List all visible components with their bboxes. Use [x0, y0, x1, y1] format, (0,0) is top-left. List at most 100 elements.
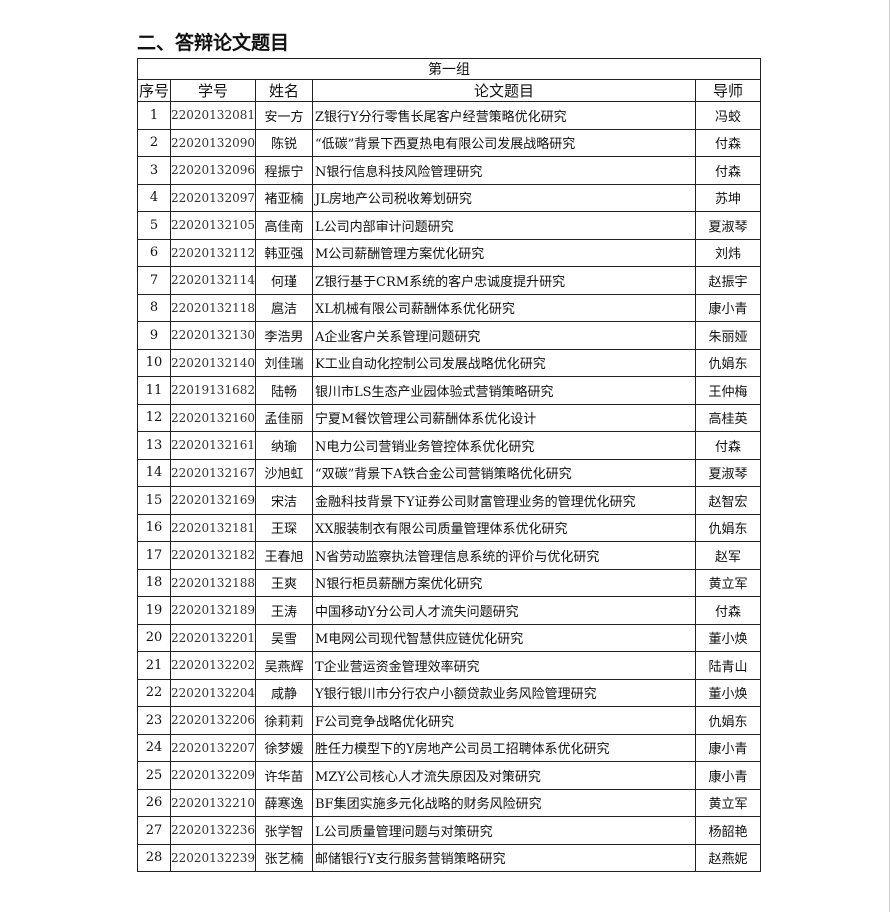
thesis-title: XX服装制衣有限公司质量管理体系优化研究 — [312, 513, 696, 542]
header-index: 序号 — [137, 79, 171, 102]
table-row: 24 22020132207 徐梦媛 胜任力模型下的Y房地产公司员工招聘体系优化研究康… — [137, 733, 762, 762]
thesis-title: “双碳”背景下A铁合金公司营销策略优化研究 — [312, 458, 696, 487]
student-id: 22020132096 — [170, 156, 256, 185]
row-index: 18 — [137, 568, 171, 597]
advisor: 黄立军 — [694, 788, 762, 817]
thesis-title: N省劳动监察执法管理信息系统的评价与优化研究 — [312, 541, 696, 570]
row-index: 25 — [137, 761, 171, 790]
row-index: 23 — [137, 706, 171, 735]
table-row: 19 22020132189 王涛 中国移动Y分公司人才流失问题研究 付森 — [137, 596, 762, 625]
table-row: 8 22020132118 扈洁 XL机械有限公司薪酬体系优化研究 康小青 — [137, 293, 762, 322]
thesis-table: 第一组 序号 学号 姓名 论文题目 导师 1 22020132081 安一方 Z银行Y… — [136, 58, 762, 872]
student-id: 22020132130 — [170, 321, 256, 350]
table-row: 10 22020132140 刘佳瑞 K工业自动化控制公司发展战略优化研究 仇娟东 — [137, 348, 762, 377]
row-index: 17 — [137, 541, 171, 570]
row-index: 3 — [137, 156, 171, 185]
row-index: 5 — [137, 211, 171, 240]
thesis-title: JL房地产公司税收筹划研究 — [312, 183, 696, 212]
student-name: 韩亚强 — [255, 238, 313, 267]
thesis-title: 中国移动Y分公司人才流失问题研究 — [312, 596, 696, 625]
thesis-title: Y银行银川市分行农户小额贷款业务风险管理研究 — [312, 678, 696, 707]
student-id: 22020132236 — [170, 816, 256, 845]
student-id: 22020132182 — [170, 541, 256, 570]
row-index: 13 — [137, 431, 171, 460]
thesis-title: A企业客户关系管理问题研究 — [312, 321, 696, 350]
advisor: 赵智宏 — [694, 486, 762, 515]
row-index: 4 — [137, 183, 171, 212]
student-id: 22020132105 — [170, 211, 256, 240]
thesis-title: N电力公司营销业务管控体系优化研究 — [312, 431, 696, 460]
student-id: 22020132140 — [170, 348, 256, 377]
table-row: 25 22020132209 许华苗 MZY公司核心人才流失原因及对策研究 康小青 — [137, 761, 762, 790]
thesis-title: 邮储银行Y支行服务营销策略研究 — [312, 843, 696, 872]
table-row: 4 22020132097 褚亚楠 JL房地产公司税收筹划研究 苏坤 — [137, 183, 762, 212]
student-name: 吴燕辉 — [255, 651, 313, 680]
table-row: 20 22020132201 吴雪 M电网公司现代智慧供应链优化研究 董小焕 — [137, 623, 762, 652]
student-name: 扈洁 — [255, 293, 313, 322]
advisor: 付森 — [694, 596, 762, 625]
student-id: 22020132160 — [170, 403, 256, 432]
student-id: 22020132097 — [170, 183, 256, 212]
thesis-title: “低碳”背景下西夏热电有限公司发展战略研究 — [312, 128, 696, 157]
student-name: 王春旭 — [255, 541, 313, 570]
thesis-title: BF集团实施多元化战略的财务风险研究 — [312, 788, 696, 817]
group-label: 第一组 — [136, 58, 762, 80]
advisor: 付森 — [694, 128, 762, 157]
row-index: 12 — [137, 403, 171, 432]
table-row: 7 22020132114 何瑾 Z银行基于CRM系统的客户忠诚度提升研究 赵振宇 — [137, 266, 762, 295]
student-id: 22020132202 — [170, 651, 256, 680]
student-id: 22020132204 — [170, 678, 256, 707]
table-row: 12 22020132160 孟佳丽 宁夏M餐饮管理公司薪酬体系优化设计 高桂英 — [137, 403, 762, 432]
thesis-title: M公司薪酬管理方案优化研究 — [312, 238, 696, 267]
row-index: 15 — [137, 486, 171, 515]
thesis-title: 宁夏M餐饮管理公司薪酬体系优化设计 — [312, 403, 696, 432]
thesis-title: N银行信息科技风险管理研究 — [312, 156, 696, 185]
row-index: 20 — [137, 623, 171, 652]
advisor: 黄立军 — [694, 568, 762, 597]
student-name: 孟佳丽 — [255, 403, 313, 432]
student-id: 22020132112 — [170, 238, 256, 267]
row-index: 22 — [137, 678, 171, 707]
row-index: 1 — [137, 101, 171, 130]
student-name: 张学智 — [255, 816, 313, 845]
thesis-title: K工业自动化控制公司发展战略优化研究 — [312, 348, 696, 377]
table-row: 16 22020132181 王琛 XX服装制衣有限公司质量管理体系优化研究 仇娟东 — [137, 513, 762, 542]
student-name: 王琛 — [255, 513, 313, 542]
table-row: 18 22020132188 王爽 N银行柜员薪酬方案优化研究 黄立军 — [137, 568, 762, 597]
row-index: 10 — [137, 348, 171, 377]
student-name: 徐莉莉 — [255, 706, 313, 735]
thesis-title: F公司竞争战略优化研究 — [312, 706, 696, 735]
row-index: 6 — [137, 238, 171, 267]
student-name: 沙旭虹 — [255, 458, 313, 487]
student-id: 22020132181 — [170, 513, 256, 542]
row-index: 19 — [137, 596, 171, 625]
student-name: 薛寒逸 — [255, 788, 313, 817]
student-id: 22020132090 — [170, 128, 256, 157]
student-id: 22020132188 — [170, 568, 256, 597]
advisor: 仇娟东 — [694, 706, 762, 735]
row-index: 28 — [137, 843, 171, 872]
student-name: 纳瑜 — [255, 431, 313, 460]
student-name: 吴雪 — [255, 623, 313, 652]
student-name: 何瑾 — [255, 266, 313, 295]
advisor: 赵燕妮 — [694, 843, 762, 872]
student-id: 22020132081 — [170, 101, 256, 130]
thesis-title: M电网公司现代智慧供应链优化研究 — [312, 623, 696, 652]
table-row: 17 22020132182 王春旭 N省劳动监察执法管理信息系统的评价与优化研究 赵军 — [137, 541, 762, 570]
table-row: 6 22020132112 韩亚强 M公司薪酬管理方案优化研究 刘炜 — [137, 238, 762, 267]
advisor: 董小焕 — [694, 623, 762, 652]
row-index: 14 — [137, 458, 171, 487]
student-name: 徐梦媛 — [255, 733, 313, 762]
thesis-title: T企业营运资金管理效率研究 — [312, 651, 696, 680]
advisor: 杨韶艳 — [694, 816, 762, 845]
advisor: 仇娟东 — [694, 348, 762, 377]
table-row: 5 22020132105 高佳南 L公司内部审计问题研究 夏淑琴 — [137, 211, 762, 240]
student-name: 咸静 — [255, 678, 313, 707]
advisor: 仇娟东 — [694, 513, 762, 542]
student-id: 22020132206 — [170, 706, 256, 735]
advisor: 付森 — [694, 156, 762, 185]
student-name: 安一方 — [255, 101, 313, 130]
advisor: 夏淑琴 — [694, 458, 762, 487]
table-row: 21 22020132202 吴燕辉 T企业营运资金管理效率研究 陆青山 — [137, 651, 762, 680]
row-index: 9 — [137, 321, 171, 350]
